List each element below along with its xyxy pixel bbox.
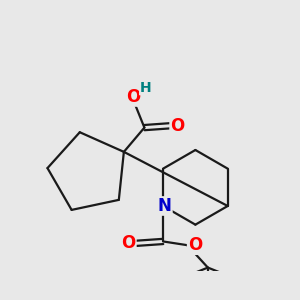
Text: O: O (122, 234, 136, 252)
Text: O: O (126, 88, 140, 106)
Text: O: O (188, 236, 202, 254)
Text: H: H (140, 81, 151, 95)
Text: O: O (170, 117, 184, 135)
Text: N: N (158, 197, 172, 215)
